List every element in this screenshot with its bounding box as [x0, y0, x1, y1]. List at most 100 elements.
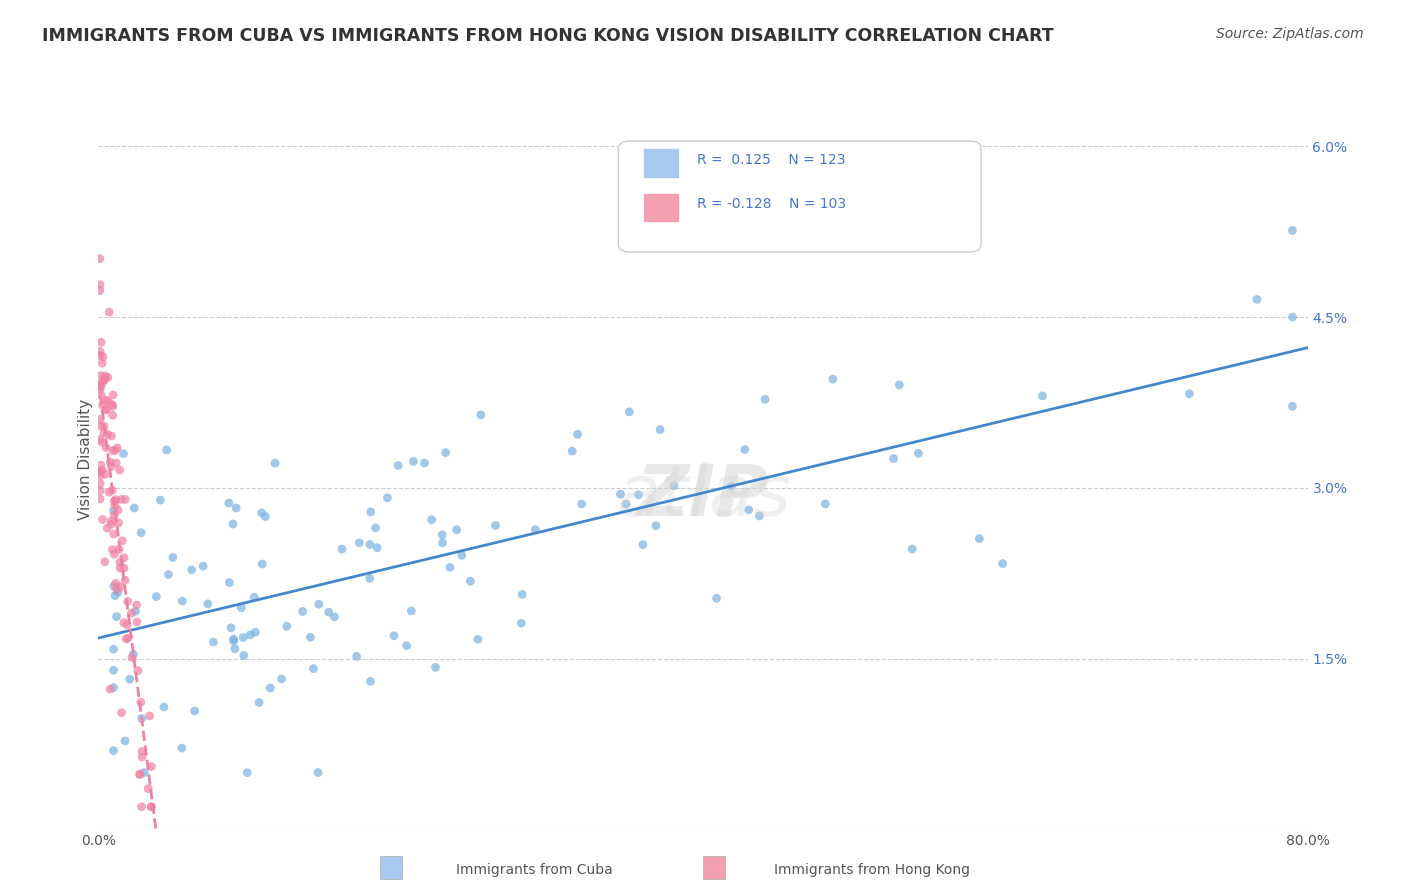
Point	[191, 559, 214, 574]
Point	[614, 497, 637, 511]
Point	[128, 767, 150, 781]
Point	[103, 681, 125, 695]
Point	[103, 547, 125, 561]
Text: atlas: atlas	[616, 462, 790, 531]
Point	[245, 625, 267, 640]
Point	[94, 467, 117, 482]
Point	[90, 335, 112, 350]
Point	[1246, 293, 1268, 307]
Point	[129, 695, 152, 709]
Point	[110, 492, 132, 507]
Point	[232, 648, 254, 663]
Point	[619, 405, 641, 419]
Point	[94, 441, 117, 455]
Point	[112, 615, 135, 630]
Point	[89, 491, 111, 506]
Point	[439, 560, 461, 574]
Point	[219, 621, 242, 635]
Text: Source: ZipAtlas.com: Source: ZipAtlas.com	[1216, 27, 1364, 41]
Text: Immigrants from Cuba: Immigrants from Cuba	[456, 863, 613, 877]
Point	[1281, 310, 1303, 324]
Point	[323, 610, 346, 624]
Point	[134, 765, 156, 780]
Point	[100, 459, 122, 474]
Point	[299, 630, 322, 644]
Point	[97, 427, 120, 442]
Point	[170, 741, 193, 756]
Point	[420, 513, 443, 527]
Point	[969, 532, 991, 546]
Point	[103, 642, 125, 657]
Point	[609, 487, 631, 501]
Point	[510, 587, 533, 601]
Point	[291, 604, 314, 618]
Point	[97, 370, 120, 384]
Point	[460, 574, 482, 589]
Point	[107, 503, 129, 517]
Point	[202, 635, 225, 649]
Point	[125, 598, 148, 612]
Point	[107, 585, 129, 599]
FancyBboxPatch shape	[643, 148, 679, 178]
Point	[360, 505, 382, 519]
Point	[103, 579, 125, 593]
Point	[118, 672, 141, 686]
Point	[117, 631, 139, 645]
Point	[89, 252, 111, 266]
Point	[125, 615, 148, 629]
Point	[138, 709, 160, 723]
Point	[510, 616, 533, 631]
Point	[232, 631, 254, 645]
Point	[115, 617, 138, 632]
Point	[108, 542, 131, 557]
Point	[100, 516, 122, 531]
Point	[567, 427, 589, 442]
Point	[91, 398, 114, 412]
Y-axis label: Vision Disability: Vision Disability	[77, 399, 93, 520]
Point	[470, 408, 492, 422]
Point	[110, 580, 132, 594]
Point	[121, 650, 143, 665]
Point	[395, 639, 418, 653]
Point	[141, 799, 163, 814]
Point	[122, 500, 145, 515]
Point	[446, 523, 468, 537]
Point	[131, 711, 153, 725]
Point	[98, 305, 121, 319]
Point	[183, 704, 205, 718]
Point	[101, 483, 124, 498]
Point	[222, 634, 245, 648]
Point	[90, 368, 112, 383]
Text: R = -0.128    N = 103: R = -0.128 N = 103	[697, 197, 846, 211]
Point	[94, 369, 117, 384]
Point	[270, 672, 292, 686]
Point	[90, 388, 112, 402]
Point	[247, 696, 270, 710]
Point	[425, 660, 447, 674]
Point	[103, 494, 125, 508]
Point	[136, 781, 159, 796]
Point	[98, 682, 121, 697]
Point	[218, 496, 240, 510]
Point	[346, 649, 368, 664]
Point	[89, 277, 111, 292]
Point	[103, 743, 125, 757]
Point	[105, 456, 128, 470]
Point	[236, 765, 259, 780]
Point	[112, 561, 135, 575]
Point	[91, 356, 114, 370]
Point	[108, 463, 131, 477]
Point	[901, 541, 924, 556]
Point	[387, 458, 409, 473]
Point	[145, 590, 167, 604]
Point	[90, 468, 112, 483]
Point	[90, 419, 112, 434]
Point	[128, 767, 150, 781]
Text: IMMIGRANTS FROM CUBA VS IMMIGRANTS FROM HONG KONG VISION DISABILITY CORRELATION : IMMIGRANTS FROM CUBA VS IMMIGRANTS FROM …	[42, 27, 1054, 45]
Point	[124, 604, 146, 618]
Point	[155, 442, 177, 457]
Point	[91, 463, 114, 477]
Point	[180, 563, 202, 577]
Point	[105, 609, 128, 624]
Point	[366, 541, 388, 555]
